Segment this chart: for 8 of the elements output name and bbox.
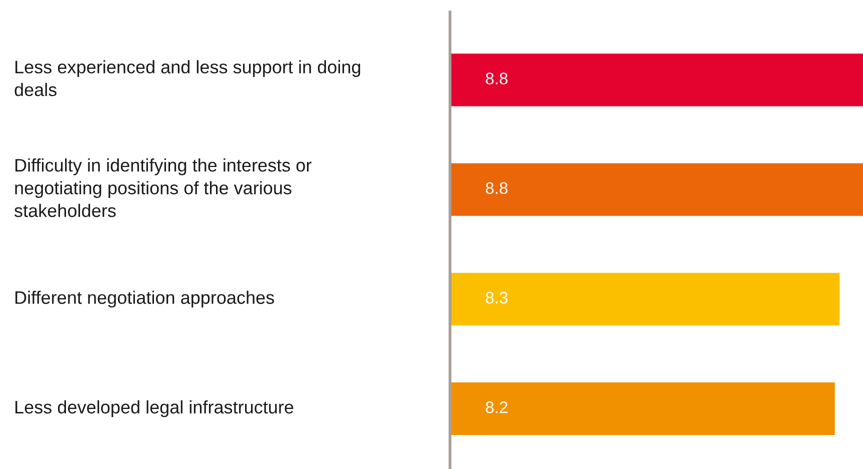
data-label: 8.2	[486, 401, 508, 414]
data-label: 8.8	[486, 72, 508, 84]
y-tick-label: Different negotiation approaches	[15, 290, 274, 308]
y-tick-label: Less experienced and less support in doing deals	[14, 60, 360, 96]
data-label: 8.3	[486, 292, 508, 304]
y-tick-label: Less developed legal infrastructure	[15, 400, 294, 418]
data-label: 8.8	[486, 182, 508, 194]
y-tick-label: Difficulty in identifying the interests or negotiating positions of the various stakeholders	[14, 158, 312, 218]
